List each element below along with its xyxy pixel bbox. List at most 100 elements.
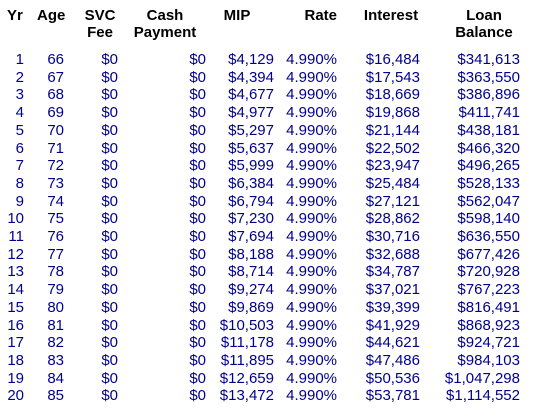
cell-yr: 20 bbox=[7, 387, 24, 405]
cell-mip: $12,659 bbox=[219, 369, 274, 387]
cell-balance: $341,613 bbox=[457, 51, 520, 68]
cell-cash: $0 bbox=[189, 86, 206, 104]
cell-balance: $720,928 bbox=[457, 263, 520, 281]
cell-mip: $6,384 bbox=[228, 174, 274, 192]
cell-balance: $1,114,552 bbox=[446, 387, 520, 405]
cell-age: 67 bbox=[47, 68, 64, 86]
cell-age: 83 bbox=[47, 351, 64, 369]
cell-balance: $562,047 bbox=[457, 192, 520, 210]
cell-yr: 12 bbox=[7, 245, 24, 263]
cell-yr: 3 bbox=[15, 86, 24, 104]
cell-balance: $411,741 bbox=[458, 104, 520, 122]
cell-age: 80 bbox=[47, 298, 64, 316]
cell-rate: 4.990% bbox=[286, 369, 337, 387]
cell-mip: $5,637 bbox=[228, 139, 274, 157]
cell-interest: $22,502 bbox=[365, 139, 420, 157]
cell-cash: $0 bbox=[189, 369, 206, 387]
cell-rate: 4.990% bbox=[286, 334, 337, 352]
cell-interest: $25,484 bbox=[365, 174, 420, 192]
cell-rate: 4.990% bbox=[286, 316, 337, 334]
cell-yr: 11 bbox=[8, 228, 24, 245]
cell-rate: 4.990% bbox=[286, 263, 337, 281]
header-loan: Loan bbox=[466, 7, 502, 24]
header-mip: MIP bbox=[223, 7, 251, 24]
cell-svc-fee: $0 bbox=[101, 298, 118, 316]
cell-balance: $636,550 bbox=[457, 228, 520, 245]
cell-age: 72 bbox=[47, 157, 64, 175]
cell-cash: $0 bbox=[189, 281, 206, 299]
header-cash: Cash bbox=[146, 7, 184, 24]
cell-mip: $9,869 bbox=[228, 298, 274, 316]
header-yr: Yr bbox=[7, 7, 23, 24]
cell-age: 69 bbox=[47, 104, 64, 122]
cell-svc-fee: $0 bbox=[101, 192, 118, 210]
cell-interest: $32,688 bbox=[365, 245, 420, 263]
cell-mip: $9,274 bbox=[228, 281, 274, 299]
header-fee: Fee bbox=[87, 24, 113, 41]
cell-yr: 1 bbox=[15, 51, 24, 68]
cell-interest: $50,536 bbox=[365, 369, 420, 387]
cell-cash: $0 bbox=[189, 351, 206, 369]
cell-svc-fee: $0 bbox=[101, 334, 118, 352]
cell-cash: $0 bbox=[189, 68, 206, 86]
cell-rate: 4.990% bbox=[286, 174, 337, 192]
cell-mip: $4,677 bbox=[228, 86, 274, 104]
cell-mip: $4,129 bbox=[228, 51, 274, 68]
cell-svc-fee: $0 bbox=[101, 86, 118, 104]
cell-age: 85 bbox=[47, 387, 64, 405]
cell-svc-fee: $0 bbox=[101, 139, 118, 157]
cell-yr: 10 bbox=[7, 210, 24, 228]
cell-balance: $466,320 bbox=[457, 139, 520, 157]
cell-cash: $0 bbox=[189, 121, 206, 139]
cell-balance: $677,426 bbox=[457, 245, 520, 263]
cell-svc-fee: $0 bbox=[101, 281, 118, 299]
cell-age: 74 bbox=[47, 192, 64, 210]
cell-rate: 4.990% bbox=[286, 68, 337, 86]
cell-yr: 16 bbox=[7, 316, 24, 334]
cell-balance: $868,923 bbox=[457, 316, 520, 334]
cell-interest: $39,399 bbox=[365, 298, 420, 316]
cell-cash: $0 bbox=[189, 210, 206, 228]
cell-interest: $19,868 bbox=[365, 104, 420, 122]
cell-svc-fee: $0 bbox=[101, 245, 118, 263]
cell-balance: $386,896 bbox=[457, 86, 520, 104]
cell-rate: 4.990% bbox=[286, 157, 337, 175]
cell-rate: 4.990% bbox=[286, 245, 337, 263]
cell-svc-fee: $0 bbox=[101, 174, 118, 192]
cell-age: 79 bbox=[47, 281, 64, 299]
cell-cash: $0 bbox=[189, 51, 206, 68]
cell-svc-fee: $0 bbox=[101, 157, 118, 175]
cell-age: 73 bbox=[47, 174, 64, 192]
cell-cash: $0 bbox=[189, 387, 206, 405]
cell-interest: $28,862 bbox=[365, 210, 420, 228]
cell-age: 66 bbox=[47, 51, 64, 68]
cell-interest: $44,621 bbox=[365, 334, 420, 352]
cell-age: 71 bbox=[47, 139, 64, 157]
cell-mip: $8,714 bbox=[228, 263, 274, 281]
cell-mip: $5,297 bbox=[228, 121, 274, 139]
cell-mip: $5,999 bbox=[228, 157, 274, 175]
cell-interest: $17,543 bbox=[365, 68, 420, 86]
cell-interest: $27,121 bbox=[365, 192, 420, 210]
cell-cash: $0 bbox=[189, 298, 206, 316]
cell-cash: $0 bbox=[189, 174, 206, 192]
cell-svc-fee: $0 bbox=[101, 210, 118, 228]
cell-svc-fee: $0 bbox=[101, 228, 118, 245]
cell-svc-fee: $0 bbox=[101, 387, 118, 405]
cell-mip: $4,977 bbox=[228, 104, 274, 122]
cell-interest: $53,781 bbox=[365, 387, 420, 405]
cell-svc-fee: $0 bbox=[101, 351, 118, 369]
cell-svc-fee: $0 bbox=[101, 121, 118, 139]
cell-interest: $47,486 bbox=[365, 351, 420, 369]
cell-cash: $0 bbox=[189, 139, 206, 157]
cell-rate: 4.990% bbox=[286, 298, 337, 316]
cell-yr: 18 bbox=[7, 351, 24, 369]
header-rate: Rate bbox=[304, 7, 337, 24]
cell-balance: $1,047,298 bbox=[444, 369, 520, 387]
header-interest: Interest bbox=[363, 7, 419, 24]
cell-interest: $41,929 bbox=[365, 316, 420, 334]
cell-age: 75 bbox=[47, 210, 64, 228]
cell-cash: $0 bbox=[189, 104, 206, 122]
cell-rate: 4.990% bbox=[286, 51, 337, 68]
header-svc: SVC bbox=[84, 7, 116, 24]
